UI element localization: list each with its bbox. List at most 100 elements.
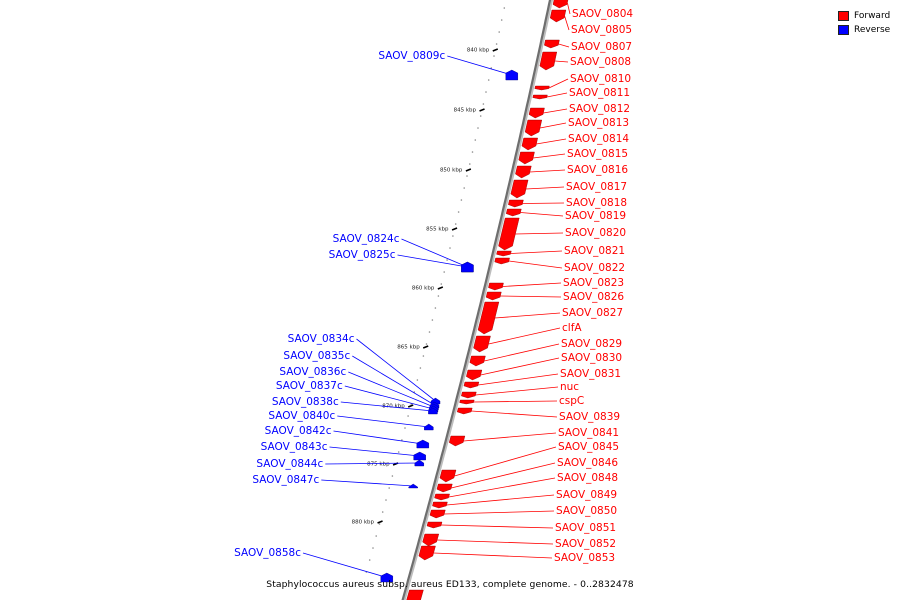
forward-gene-arrow [549, 9, 567, 23]
minor-tick [440, 283, 443, 285]
forward-gene-arrow [534, 85, 550, 91]
scale-tick [451, 227, 458, 231]
forward-leader-line [433, 552, 553, 559]
forward-leader-line [444, 510, 555, 515]
reverse-gene-label: SAOV_0840c [268, 410, 335, 422]
minor-tick [431, 319, 434, 321]
reverse-gene-label: SAOV_0858c [234, 547, 301, 559]
forward-gene-label: SAOV_0822 [564, 262, 625, 274]
forward-gene-arrow [485, 291, 502, 301]
minor-tick [482, 103, 485, 105]
forward-gene-label: SAOV_0818 [566, 197, 627, 209]
minor-tick [500, 19, 503, 21]
forward-leader-line [510, 250, 563, 254]
reverse-leader-line [356, 338, 436, 402]
forward-leader-line [564, 15, 570, 31]
forward-leader-line [451, 462, 556, 489]
forward-gene-label: SAOV_0826 [563, 291, 624, 303]
forward-gene-arrow [539, 51, 558, 71]
forward-leader-line [480, 357, 560, 376]
forward-gene-label: SAOV_0852 [555, 538, 616, 550]
forward-leader-line [567, 2, 571, 15]
forward-gene-arrow [505, 208, 522, 217]
minor-tick [388, 487, 391, 489]
forward-gene-arrow [406, 589, 424, 600]
minor-tick [454, 223, 457, 225]
forward-leader-line [548, 78, 569, 89]
scale-tick-label: 840 kbp [467, 48, 490, 54]
reverse-leader-line [401, 238, 468, 268]
forward-gene-label: clfA [562, 322, 582, 334]
forward-gene-arrow [456, 407, 473, 415]
forward-gene-arrow [508, 199, 524, 208]
forward-gene-arrow [459, 399, 475, 405]
forward-gene-label: SAOV_0812 [569, 103, 630, 115]
minor-tick [493, 55, 495, 57]
reverse-leader-line [302, 552, 387, 578]
forward-gene-label: SAOV_0817 [566, 181, 627, 193]
reverse-gene-label: SAOV_0837c [276, 380, 343, 392]
legend-forward-label: Forward [854, 10, 891, 21]
forward-gene-label: SAOV_0814 [568, 133, 629, 145]
reverse-gene-label: SAOV_0842c [265, 425, 332, 437]
forward-gene-label: SAOV_0827 [562, 307, 623, 319]
forward-gene-arrow [429, 509, 446, 519]
minor-tick [391, 475, 394, 477]
forward-gene-label: SAOV_0829 [561, 338, 622, 350]
minor-tick [419, 367, 422, 369]
forward-gene-arrow [552, 0, 569, 9]
minor-tick [416, 379, 419, 381]
reverse-gene-label: SAOV_0834c [288, 333, 355, 345]
forward-leader-line [520, 212, 564, 217]
reverse-leader-line [325, 462, 420, 465]
minor-tick [457, 211, 460, 213]
forward-leader-line [478, 373, 559, 386]
minor-tick [463, 187, 466, 189]
reverse-leader-line [344, 385, 434, 410]
forward-gene-arrow [473, 335, 491, 353]
scale-tick-label: 855 kbp [426, 227, 449, 233]
forward-gene-label: SAOV_0813 [568, 117, 629, 129]
forward-gene-label: SAOV_0831 [560, 368, 621, 380]
forward-leader-line [494, 312, 561, 319]
forward-gene-label: SAOV_0810 [570, 73, 631, 85]
reverse-leader-line [352, 355, 435, 406]
scale-tick-label: 860 kbp [412, 286, 435, 292]
scale-tick-label: 850 kbp [440, 168, 463, 174]
forward-gene-arrow [466, 369, 483, 381]
reverse-leader-line [337, 415, 429, 428]
forward-gene-arrow [477, 301, 500, 335]
forward-leader-line [437, 539, 554, 545]
forward-gene-arrow [426, 521, 443, 529]
forward-leader-line [533, 153, 566, 159]
forward-leader-line [502, 282, 562, 287]
reverse-gene-label: SAOV_0838c [272, 396, 339, 408]
scale-tick [377, 520, 383, 524]
scale-tick-label: 845 kbp [454, 108, 477, 114]
forward-gene-arrow [498, 217, 520, 251]
minor-tick [407, 415, 409, 417]
forward-leader-line [446, 494, 555, 506]
reverse-leader-line [348, 371, 435, 408]
forward-leader-line [529, 169, 566, 173]
scale-tick [479, 108, 485, 112]
reverse-gene-label: SAOV_0844c [256, 458, 323, 470]
reverse-leader-line [321, 479, 414, 487]
minor-tick [477, 127, 479, 129]
minor-tick [443, 271, 446, 273]
reverse-leader-line [333, 430, 423, 445]
minor-tick [375, 535, 378, 537]
forward-leader-line [543, 108, 568, 114]
minor-tick [437, 295, 440, 297]
minor-tick [446, 259, 448, 261]
minor-tick [397, 451, 400, 453]
forward-leader-line [515, 232, 564, 235]
forward-gene-label: SAOV_0811 [569, 87, 630, 99]
minor-tick [460, 199, 463, 201]
forward-gene-arrow [494, 257, 510, 265]
minor-tick [401, 439, 403, 441]
forward-leader-line [522, 202, 565, 204]
forward-leader-line [508, 260, 563, 269]
minor-tick [503, 7, 506, 9]
